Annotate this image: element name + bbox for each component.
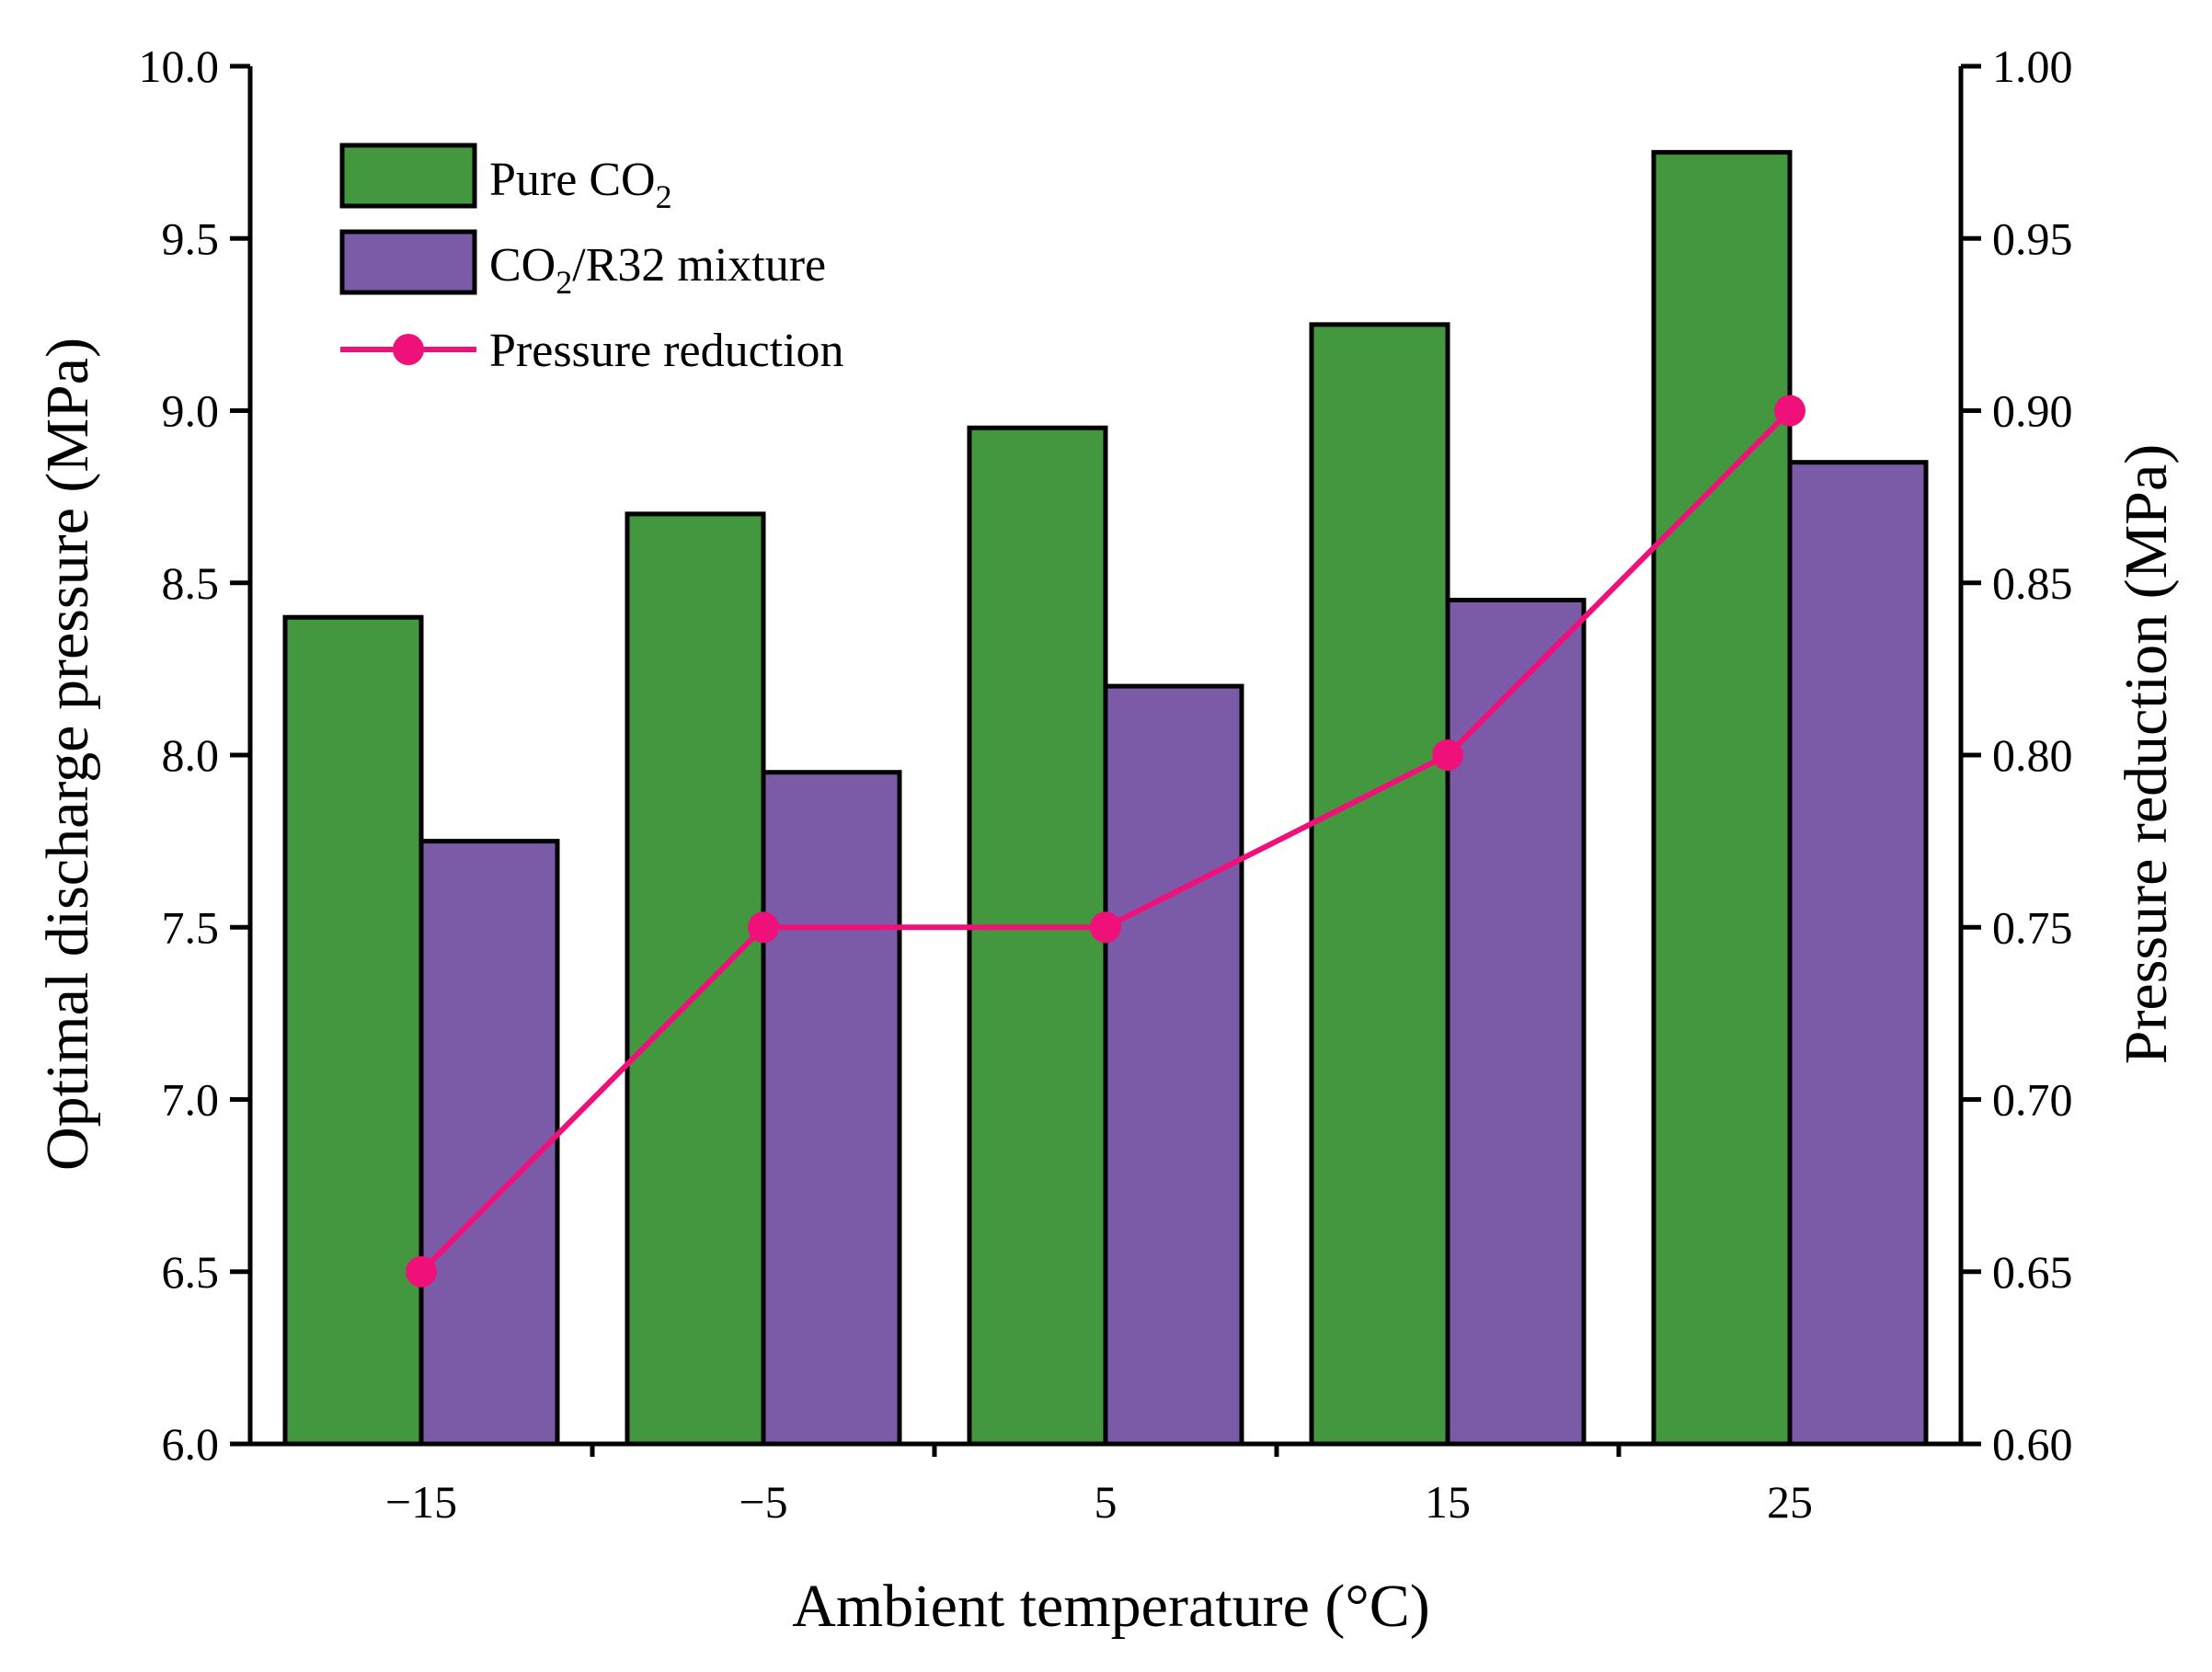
right-y-axis-title: Pressure reduction (MPa)	[2113, 444, 2180, 1065]
legend-marker-pressure-reduction	[393, 334, 424, 365]
right-y-tick-label-2: 0.70	[1992, 1074, 2073, 1126]
bar-pure-co2-1	[625, 511, 766, 1447]
line-layer	[406, 395, 1805, 1288]
legend-swatch-pure-co2	[339, 143, 477, 209]
right-y-tick-label-1: 0.65	[1992, 1246, 2073, 1298]
legend-label-pure-co2: Pure CO2	[489, 154, 672, 215]
right-y-tick-label-4: 0.80	[1992, 729, 2073, 781]
left-y-tick-label-3: 7.5	[162, 901, 220, 953]
x-tick-label-0: −15	[385, 1476, 457, 1528]
x-tick-label-3: 15	[1425, 1476, 1471, 1528]
bar-co2-r32-mixture-0	[418, 839, 560, 1447]
x-tick-label-1: −5	[739, 1476, 787, 1528]
legend-label-pressure-reduction: Pressure reduction	[489, 325, 844, 377]
left-y-tick-label-2: 7.0	[162, 1074, 220, 1126]
right-y-tick-label-3: 0.75	[1992, 901, 2073, 953]
left-y-tick-label-6: 9.0	[162, 385, 220, 437]
left-y-tick-label-0: 6.0	[162, 1418, 220, 1470]
bar-pure-co2-4	[1651, 150, 1793, 1447]
right-y-tick-label-7: 0.95	[1992, 212, 2073, 264]
bar-co2-r32-mixture-1	[761, 770, 902, 1447]
legend: Pure CO2 CO2/R32 mixture Pressure reduct…	[339, 143, 844, 377]
legend-swatch-co2-r32-mixture	[339, 229, 477, 295]
left-y-tick-label-7: 9.5	[162, 212, 220, 264]
point-pressure-reduction-4	[1774, 395, 1805, 427]
bars-layer	[282, 150, 1929, 1447]
left-y-tick-label-5: 8.5	[162, 557, 220, 609]
point-pressure-reduction-0	[406, 1255, 437, 1288]
x-axis-title: Ambient temperature (°C)	[792, 1573, 1429, 1640]
x-tick-label-4: 25	[1767, 1476, 1813, 1528]
x-tick-label-2: 5	[1095, 1476, 1117, 1528]
point-pressure-reduction-2	[1090, 911, 1121, 944]
point-pressure-reduction-3	[1432, 739, 1463, 771]
axes-layer: 6.0 6.5 7.0 7.5 8.0 8.5 9.0 9.5 10.0 0.60 0.65 0.70…	[139, 40, 2073, 1528]
bar-co2-r32-mixture-3	[1445, 597, 1587, 1447]
right-y-tick-label-6: 0.90	[1992, 385, 2073, 437]
left-y-tick-label-8: 10.0	[139, 40, 220, 92]
legend-label-co2-r32-mixture: CO2/R32 mixture	[489, 239, 826, 301]
bar-pure-co2-2	[967, 425, 1108, 1447]
right-y-tick-label-5: 0.85	[1992, 557, 2073, 609]
bar-co2-r32-mixture-4	[1787, 460, 1929, 1447]
right-y-tick-label-8: 1.00	[1992, 40, 2073, 92]
point-pressure-reduction-1	[748, 911, 779, 944]
left-y-tick-label-1: 6.5	[162, 1246, 220, 1298]
bar-pure-co2-0	[282, 614, 424, 1447]
left-y-tick-label-4: 8.0	[162, 729, 220, 781]
right-y-tick-label-0: 0.60	[1992, 1418, 2073, 1470]
bar-pure-co2-3	[1309, 322, 1450, 1447]
bar-co2-r32-mixture-2	[1103, 683, 1244, 1447]
left-y-axis-title: Optimal discharge pressure (MPa)	[34, 338, 101, 1171]
